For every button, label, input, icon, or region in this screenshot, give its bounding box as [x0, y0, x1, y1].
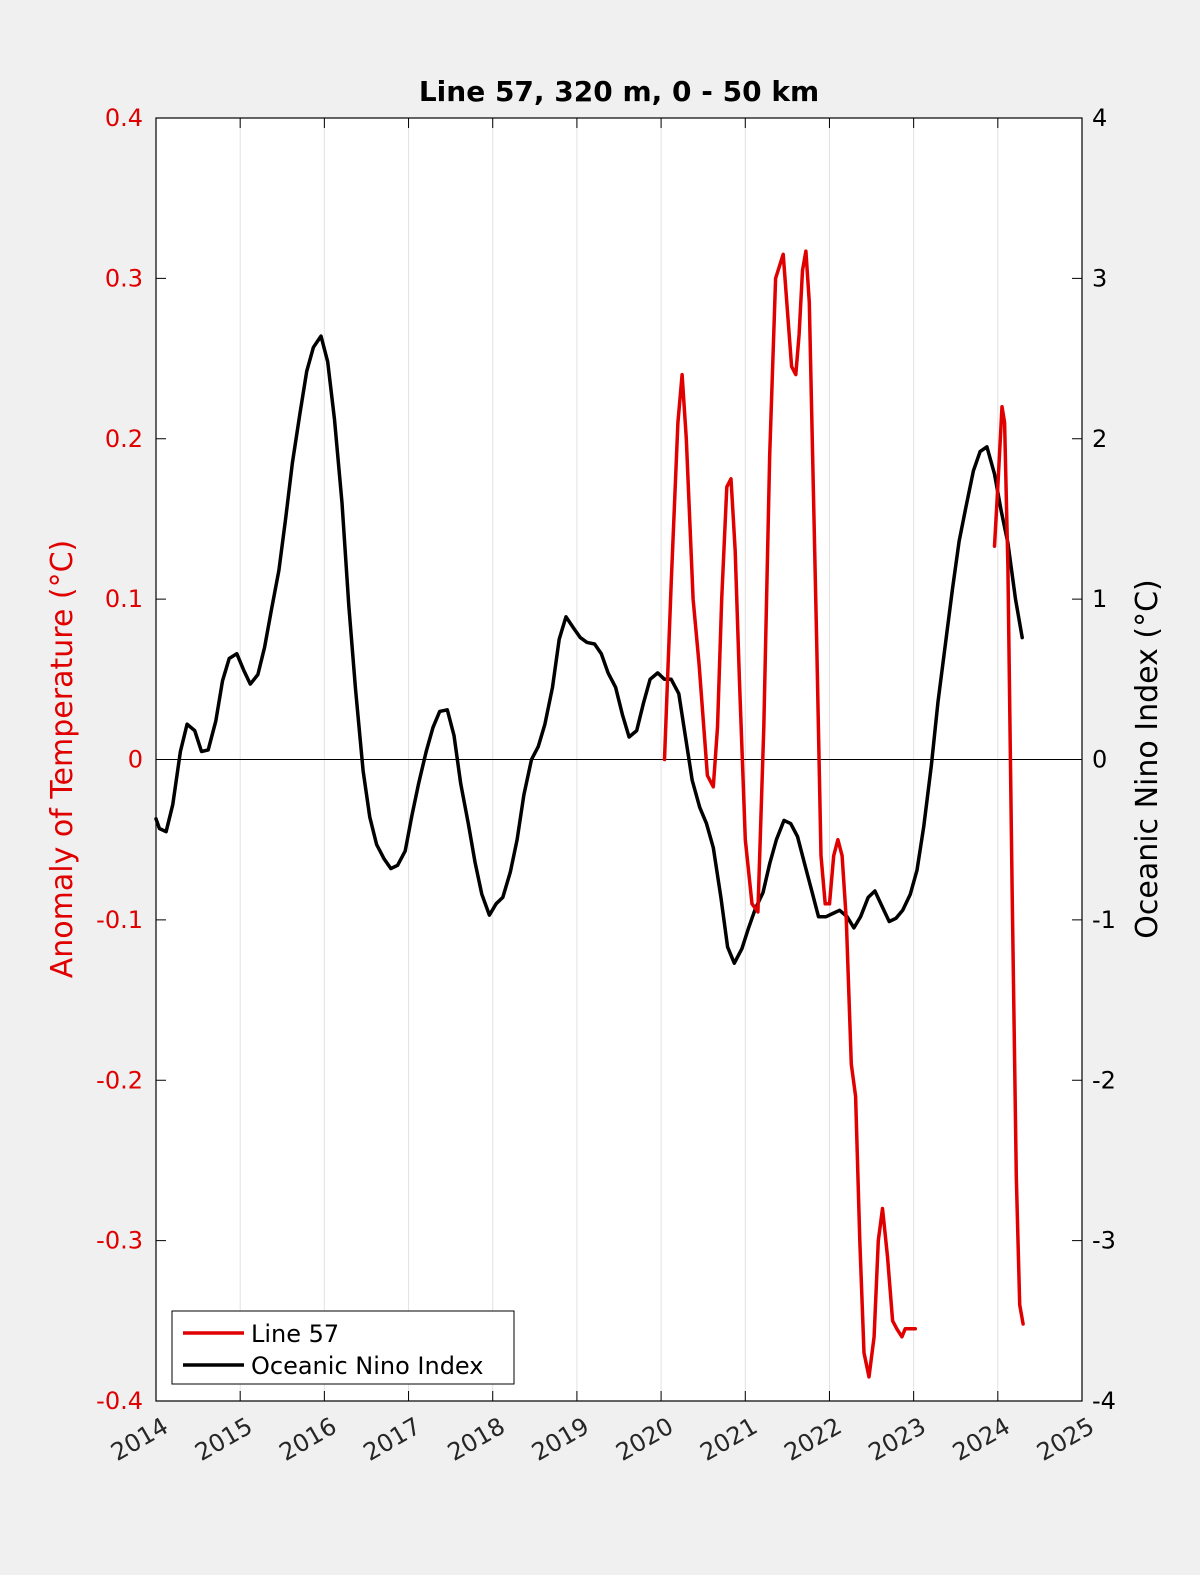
y-tick-label-left: 0.2 [105, 425, 143, 453]
y-tick-label-right: 0 [1092, 746, 1107, 774]
y-tick-label-left: -0.1 [96, 906, 143, 934]
y-tick-label-left: 0.4 [105, 104, 143, 132]
y-tick-label-left: -0.2 [96, 1066, 143, 1094]
x-tick-label: 2018 [443, 1412, 510, 1467]
x-tick-label: 2025 [1032, 1412, 1099, 1467]
legend: Line 57 Oceanic Nino Index [171, 1310, 515, 1385]
legend-label-oni: Oceanic Nino Index [251, 1352, 483, 1380]
series-line-line57 [992, 404, 1025, 1326]
x-tick-label: 2020 [611, 1412, 678, 1467]
x-tick-label: 2022 [780, 1412, 847, 1467]
legend-box [171, 1310, 515, 1385]
y-tick-label-left: 0.3 [105, 264, 143, 292]
chart-title: Line 57, 320 m, 0 - 50 km [419, 75, 819, 108]
y-tick-label-right: 4 [1092, 104, 1107, 132]
y-tick-label-left: -0.3 [96, 1227, 143, 1255]
legend-label-line57: Line 57 [251, 1320, 339, 1348]
y-axis-label-left: Anomaly of Temperature (°C) [45, 540, 80, 979]
y-tick-label-right: -1 [1092, 906, 1116, 934]
x-tick-label: 2014 [106, 1412, 173, 1467]
series-line-oni [154, 334, 1024, 965]
y-tick-label-right: 3 [1092, 264, 1107, 292]
series-layer [154, 249, 1025, 1379]
y-tick-label-left: 0.1 [105, 585, 143, 613]
y-tick-label-right: -3 [1092, 1227, 1116, 1255]
y-tick-label-left: -0.4 [96, 1387, 143, 1415]
y-tick-label-right: 2 [1092, 425, 1107, 453]
x-tick-label: 2019 [527, 1412, 594, 1467]
y-tick-label-right: -2 [1092, 1066, 1116, 1094]
x-tick-label: 2021 [695, 1412, 762, 1467]
x-tick-label: 2017 [359, 1412, 426, 1467]
x-tick-label: 2016 [274, 1412, 341, 1467]
series-line-line57 [662, 249, 918, 1379]
x-tick-label: 2015 [190, 1412, 257, 1467]
y-tick-label-right: 1 [1092, 585, 1107, 613]
y-tick-label-right: -4 [1092, 1387, 1116, 1415]
x-tick-label: 2023 [864, 1412, 931, 1467]
y-tick-label-left: 0 [128, 746, 143, 774]
x-tick-label: 2024 [948, 1412, 1015, 1467]
y-axis-label-right: Oceanic Nino Index (°C) [1130, 579, 1165, 939]
